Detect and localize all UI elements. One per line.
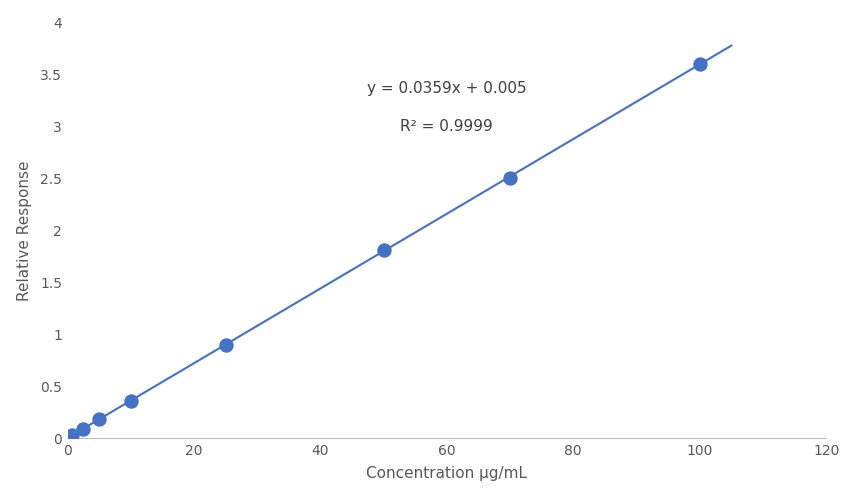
Point <box>503 174 517 182</box>
Point <box>76 425 90 433</box>
Point <box>693 60 706 68</box>
Point <box>92 415 106 423</box>
Y-axis label: Relative Response: Relative Response <box>16 160 32 301</box>
Point <box>219 341 233 349</box>
Point <box>124 396 138 404</box>
X-axis label: Concentration µg/mL: Concentration µg/mL <box>366 466 527 482</box>
Point <box>377 247 390 254</box>
Text: y = 0.0359x + 0.005: y = 0.0359x + 0.005 <box>367 81 526 96</box>
Point <box>65 431 79 439</box>
Text: R² = 0.9999: R² = 0.9999 <box>401 119 493 134</box>
